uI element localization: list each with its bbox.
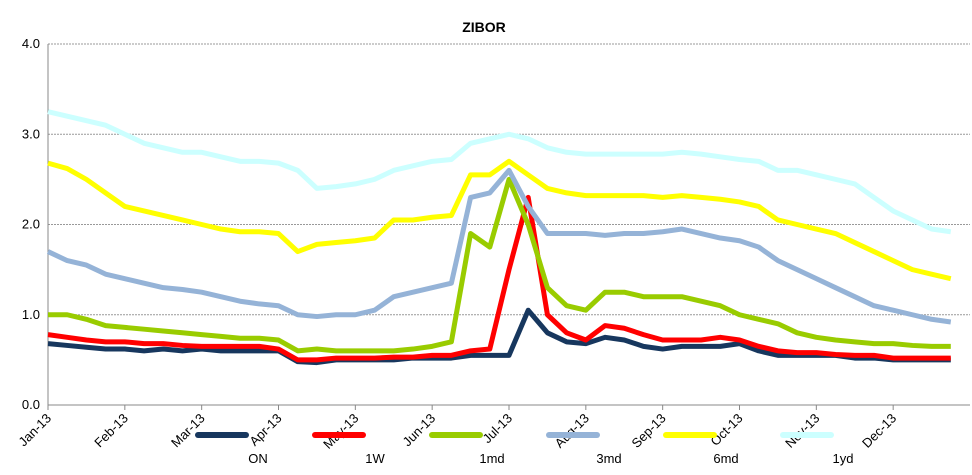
- x-tick-label: May-13: [320, 411, 361, 452]
- y-tick-label: 1.0: [22, 307, 40, 322]
- x-tick-label: Mar-13: [168, 411, 208, 451]
- y-tick-label: 0.0: [22, 397, 40, 412]
- x-tick-label: Jul-13: [479, 411, 515, 447]
- series-line: [47, 109, 952, 235]
- x-tick-label: Sep-13: [629, 411, 669, 451]
- x-tick-label: Apr-13: [246, 411, 284, 449]
- x-tick-label: Aug-13: [552, 411, 592, 451]
- y-tick-label: 4.0: [22, 36, 40, 51]
- x-tick-label: Jan-13: [15, 411, 54, 450]
- series-line: [47, 307, 951, 366]
- legend-label: 1W: [365, 451, 385, 466]
- series-line: [48, 176, 951, 354]
- legend-label: 1md: [479, 451, 504, 466]
- x-tick-label: Jun-13: [400, 411, 439, 450]
- legend-label: 1yd: [833, 451, 854, 466]
- y-tick-label: 2.0: [22, 217, 40, 232]
- series-line: [46, 167, 952, 325]
- x-tick-label: Feb-13: [91, 411, 131, 451]
- series-line: [47, 158, 952, 282]
- legend-label: 6md: [713, 451, 738, 466]
- x-tick-label: Oct-13: [707, 411, 745, 449]
- x-tick-label: Dec-13: [859, 411, 899, 451]
- legend-label: 3md: [596, 451, 621, 466]
- legend-label: ON: [248, 451, 268, 466]
- series-line: [47, 194, 951, 363]
- y-tick-label: 3.0: [22, 126, 40, 141]
- x-tick-label: Nov-13: [782, 411, 822, 451]
- chart-title: ZIBOR: [462, 19, 506, 35]
